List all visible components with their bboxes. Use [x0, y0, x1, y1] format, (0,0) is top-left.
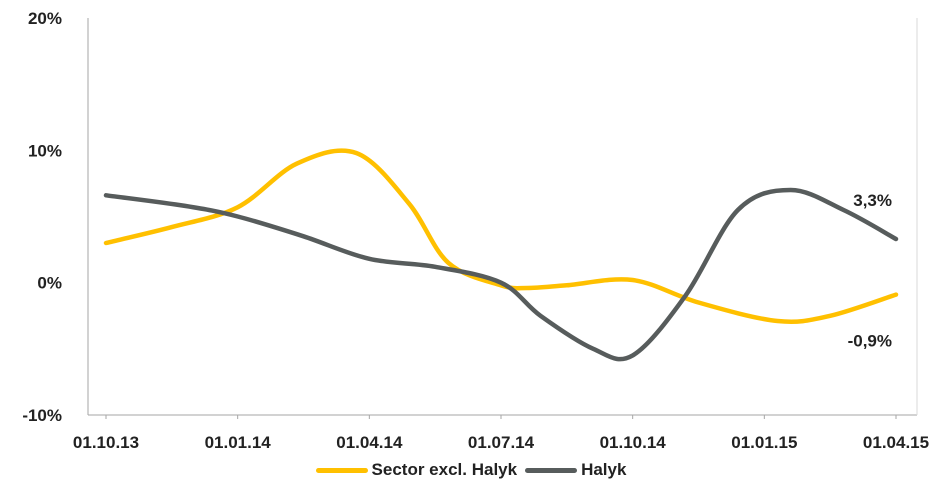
legend-swatch-sector [315, 467, 368, 473]
legend-label-halyk: Halyk [581, 460, 627, 479]
x-tick-label: 01.01.14 [205, 433, 272, 452]
chart-axes: 20% 10% 0% -10% 01.10.13 01.01.14 01.04.14 01.0… [22, 9, 929, 452]
x-tick-label: 01.10.13 [73, 433, 139, 452]
legend-item-halyk: Halyk [525, 460, 626, 480]
x-tick-label: 01.01.15 [731, 433, 797, 452]
chart-series [103, 148, 899, 362]
y-tick-label: 0% [37, 274, 62, 293]
x-tick-label: 01.04.14 [336, 433, 403, 452]
chart-annotations: 3,3% -0,9% [848, 191, 892, 351]
chart-legend: Sector excl. Halyk Halyk [0, 460, 942, 480]
line-chart: 20% 10% 0% -10% 01.10.13 01.01.14 01.04.14 01.0… [22, 9, 929, 452]
legend-item-sector: Sector excl. Halyk [315, 460, 518, 480]
x-tick-label: 01.04.15 [863, 433, 929, 452]
y-tick-label: -10% [22, 406, 62, 425]
y-tick-label: 10% [28, 141, 62, 160]
series-line-halyk [103, 187, 899, 362]
legend-label-sector: Sector excl. Halyk [371, 460, 518, 479]
x-tick-label: 01.07.14 [468, 433, 535, 452]
series-line-sector-excl-halyk [103, 148, 899, 324]
x-tick-label: 01.10.14 [600, 433, 667, 452]
y-tick-label: 20% [28, 9, 62, 28]
data-label: 3,3% [853, 191, 892, 210]
data-label: -0,9% [848, 332, 892, 351]
legend-swatch-halyk [525, 467, 578, 473]
